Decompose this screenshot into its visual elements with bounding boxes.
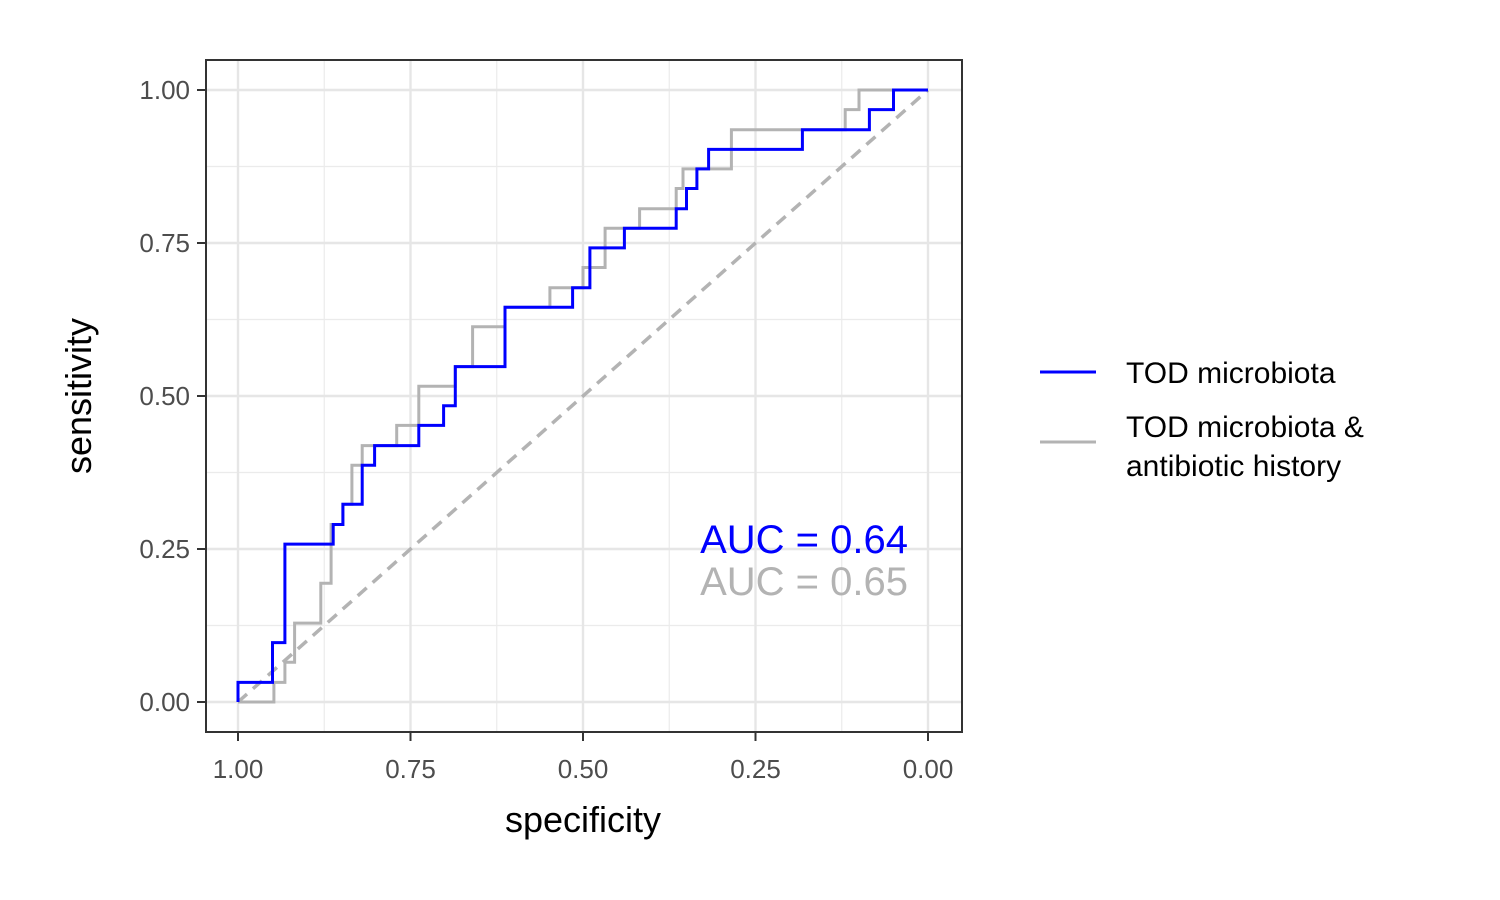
legend-label-tod-antibiotic-line2: antibiotic history — [1126, 450, 1341, 483]
reference-diagonal — [236, 88, 930, 704]
y-tick-label: 0.25 — [139, 534, 190, 564]
x-tick-label: 0.75 — [385, 754, 436, 784]
legend-label-tod-microbiota: TOD microbiota — [1126, 357, 1336, 390]
y-tick-label: 0.50 — [139, 381, 190, 411]
grid — [206, 60, 962, 732]
x-tick-label: 0.25 — [730, 754, 781, 784]
x-tick-label: 0.50 — [558, 754, 609, 784]
auc-label-tod-antibiotic: AUC = 0.65 — [700, 560, 908, 604]
y-tick-label: 1.00 — [139, 75, 190, 105]
y-tick-label: 0.00 — [139, 687, 190, 717]
reference-line — [236, 88, 930, 704]
legend: TOD microbiota TOD microbiota & antibiot… — [1040, 357, 1364, 483]
x-axis-title: specificity — [505, 799, 661, 840]
y-tick-label: 0.75 — [139, 228, 190, 258]
roc-curves — [236, 88, 928, 704]
roc-curve-tod-microbiota — [236, 88, 928, 702]
auc-label-tod-microbiota: AUC = 0.64 — [700, 518, 908, 562]
x-tick-label: 0.00 — [903, 754, 954, 784]
x-tick-label: 1.00 — [213, 754, 264, 784]
y-axis-title: sensitivity — [58, 318, 99, 474]
axis-ticks: 1.00 0.75 0.50 0.25 0.00 0.00 0.25 0.50 0.75 1.00 — [139, 75, 953, 784]
legend-label-tod-antibiotic-line1: TOD microbiota & — [1126, 411, 1364, 444]
